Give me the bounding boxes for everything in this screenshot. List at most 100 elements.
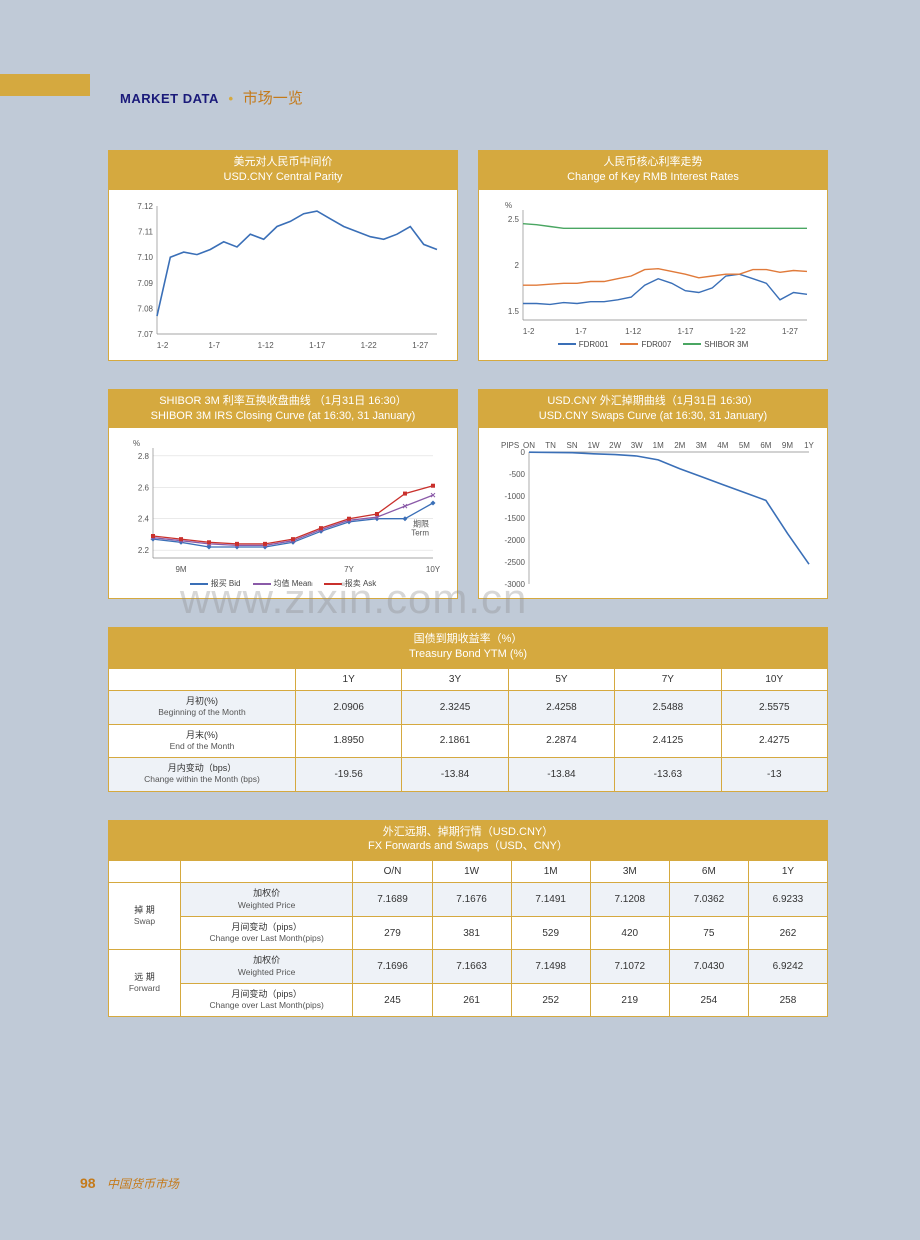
legend-item: 报买 Bid (190, 578, 241, 589)
panel-head: 美元对人民币中间价 USD.CNY Central Parity (109, 151, 457, 190)
footer: 98 中国货币市场 (80, 1175, 179, 1192)
panel-head: SHIBOR 3M 利率互换收盘曲线 （1月31日 16:30） SHIBOR … (109, 390, 457, 429)
legend-item: FDR007 (620, 340, 671, 349)
svg-text:1-12: 1-12 (625, 327, 642, 336)
svg-text:9M: 9M (175, 565, 186, 574)
chart2-svg: %1.522.51-21-71-121-171-221-27 (489, 198, 817, 338)
svg-text:1-12: 1-12 (258, 341, 275, 350)
title-en: USD.CNY Swaps Curve (at 16:30, 31 Januar… (479, 409, 827, 424)
header-market-data: MARKET DATA (120, 91, 219, 106)
svg-text:1-17: 1-17 (309, 341, 326, 350)
svg-text:7.11: 7.11 (138, 227, 154, 236)
t2-title-cn: 外汇远期、掉期行情（USD.CNY） (108, 825, 828, 840)
title-en: SHIBOR 3M IRS Closing Curve (at 16:30, 3… (109, 409, 457, 424)
svg-text:1-27: 1-27 (782, 327, 799, 336)
header-dot: • (229, 91, 234, 106)
title-cn: 美元对人民币中间价 (109, 155, 457, 170)
svg-text:1-22: 1-22 (361, 341, 378, 350)
svg-text:1-27: 1-27 (412, 341, 429, 350)
table-row: 月末(%)End of the Month1.89502.18612.28742… (109, 724, 828, 758)
svg-text:10Y: 10Y (426, 565, 441, 574)
svg-text:SN: SN (567, 441, 578, 450)
title-cn: USD.CNY 外汇掉期曲线（1月31日 16:30） (479, 394, 827, 409)
table-row: 月间变动（pips）Change over Last Month(pips)27… (109, 916, 828, 950)
svg-text:2.4: 2.4 (138, 515, 150, 524)
chart4-svg: PIPS-3000-2500-2000-1500-1000-5000ONTNSN… (489, 436, 817, 592)
table-fx-fwd-swap: 外汇远期、掉期行情（USD.CNY） FX Forwards and Swaps… (108, 820, 828, 1018)
svg-text:%: % (505, 201, 512, 210)
chart1-svg: 7.077.087.097.107.117.121-21-71-121-171-… (119, 198, 447, 354)
header-cn: 市场一览 (243, 90, 303, 107)
svg-text:2: 2 (515, 261, 520, 270)
svg-text:2.5: 2.5 (508, 215, 520, 224)
svg-text:PIPS: PIPS (501, 441, 519, 450)
svg-text:-1000: -1000 (505, 492, 526, 501)
svg-text:7.07: 7.07 (137, 330, 153, 339)
svg-text:1.5: 1.5 (508, 307, 520, 316)
panel-head: USD.CNY 外汇掉期曲线（1月31日 16:30） USD.CNY Swap… (479, 390, 827, 429)
table-treasury-ytm: 国债到期收益率（%） Treasury Bond YTM (%) 1Y3Y5Y7… (108, 627, 828, 791)
svg-text:TN: TN (545, 441, 556, 450)
svg-text:7.10: 7.10 (137, 253, 153, 262)
chart3-legend: 报买 Bid 均值 Mean 报卖 Ask (119, 578, 447, 589)
table-row: 月间变动（pips）Change over Last Month(pips)24… (109, 983, 828, 1017)
svg-text:1M: 1M (653, 441, 664, 450)
svg-text:2.2: 2.2 (138, 547, 150, 556)
svg-text:1Y: 1Y (804, 441, 814, 450)
svg-text:1-7: 1-7 (575, 327, 587, 336)
table1-head: 国债到期收益率（%） Treasury Bond YTM (%) (108, 627, 828, 668)
table-row: 掉 期Swap加权价Weighted Price7.16897.16767.14… (109, 883, 828, 917)
publication-name: 中国货币市场 (107, 1177, 179, 1191)
chart4-body: PIPS-3000-2500-2000-1500-1000-5000ONTNSN… (479, 428, 827, 598)
svg-text:2.8: 2.8 (138, 452, 150, 461)
table-row: 月内变动（bps）Change within the Month (bps)-1… (109, 758, 828, 792)
svg-text:5M: 5M (739, 441, 750, 450)
chart-row-2: SHIBOR 3M 利率互换收盘曲线 （1月31日 16:30） SHIBOR … (108, 389, 828, 600)
table2: O/N1W1M3M6M1Y掉 期Swap加权价Weighted Price7.1… (108, 860, 828, 1017)
title-en: Change of Key RMB Interest Rates (479, 170, 827, 185)
svg-text:-1500: -1500 (505, 514, 526, 523)
table2-head: 外汇远期、掉期行情（USD.CNY） FX Forwards and Swaps… (108, 820, 828, 861)
panel-shibor-irs: SHIBOR 3M 利率互换收盘曲线 （1月31日 16:30） SHIBOR … (108, 389, 458, 600)
section-header: MARKET DATA • 市场一览 (120, 87, 303, 108)
table-row: 月初(%)Beginning of the Month2.09062.32452… (109, 691, 828, 725)
title-cn: SHIBOR 3M 利率互换收盘曲线 （1月31日 16:30） (109, 394, 457, 409)
svg-text:-2500: -2500 (505, 558, 526, 567)
legend-item: FDR001 (558, 340, 609, 349)
legend-item: 均值 Mean (253, 578, 312, 589)
panel-usdcny-parity: 美元对人民币中间价 USD.CNY Central Parity 7.07 7.0… (108, 150, 458, 361)
svg-text:Term: Term (411, 529, 429, 538)
svg-text:-500: -500 (509, 470, 526, 479)
gold-tab (0, 74, 90, 96)
svg-text:7.08: 7.08 (137, 304, 153, 313)
chart3-body: % 2.2 2.4 2.6 2.8 9M 7Y 10Y 期限Term 报买 Bid 均值 Mean… (109, 428, 457, 598)
title-en: USD.CNY Central Parity (109, 170, 457, 185)
svg-text:-2000: -2000 (505, 536, 526, 545)
chart2-legend: FDR001 FDR007 SHIBOR 3M (489, 340, 817, 349)
t1-title-en: Treasury Bond YTM (%) (108, 647, 828, 662)
svg-text:7.12: 7.12 (137, 202, 153, 211)
svg-text:7Y: 7Y (344, 565, 354, 574)
svg-text:ON: ON (523, 441, 535, 450)
legend-item: SHIBOR 3M (683, 340, 748, 349)
svg-text:4M: 4M (717, 441, 728, 450)
content-area: 美元对人民币中间价 USD.CNY Central Parity 7.07 7.0… (108, 150, 828, 1045)
chart-row-1: 美元对人民币中间价 USD.CNY Central Parity 7.07 7.0… (108, 150, 828, 361)
svg-text:1-2: 1-2 (523, 327, 535, 336)
svg-text:6M: 6M (760, 441, 771, 450)
svg-text:%: % (133, 439, 140, 448)
legend-item: 报卖 Ask (324, 578, 377, 589)
title-cn: 人民币核心利率走势 (479, 155, 827, 170)
svg-text:期限: 期限 (413, 520, 429, 529)
svg-text:2.6: 2.6 (138, 484, 150, 493)
t2-title-en: FX Forwards and Swaps（USD、CNY） (108, 839, 828, 854)
chart3-svg: % 2.2 2.4 2.6 2.8 9M 7Y 10Y 期限Term (119, 436, 447, 576)
svg-text:1-7: 1-7 (208, 341, 220, 350)
table-row: 远 期Forward加权价Weighted Price7.16967.16637… (109, 950, 828, 984)
page-number: 98 (80, 1175, 96, 1191)
svg-text:-3000: -3000 (505, 580, 526, 589)
svg-text:2M: 2M (674, 441, 685, 450)
chart1-body: 7.077.087.097.107.117.121-21-71-121-171-… (109, 190, 457, 360)
t1-title-cn: 国债到期收益率（%） (108, 632, 828, 647)
svg-text:1-22: 1-22 (730, 327, 747, 336)
